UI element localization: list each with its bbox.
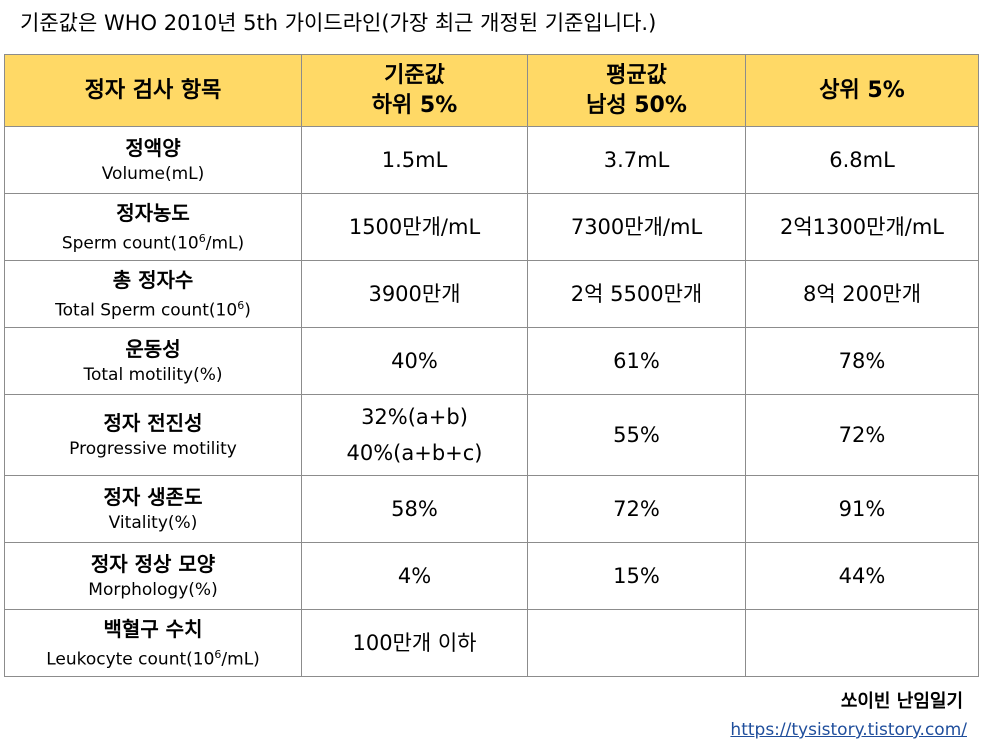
top-cell: 8억 200만개 xyxy=(745,260,979,328)
average-cell: 3.7mL xyxy=(527,126,746,194)
item-cell: 백혈구 수치 Leukocyte count(106/mL) xyxy=(4,609,302,677)
table-row: 정자 전진성 Progressive motility 32%(a+b) 40%… xyxy=(4,394,979,476)
page-caption: 기준값은 WHO 2010년 5th 가이드라인(가장 최근 개정된 기준입니다… xyxy=(20,11,657,35)
average-cell: 15% xyxy=(527,542,746,610)
item-cell: 정액양 Volume(mL) xyxy=(4,126,302,194)
header-reference: 기준값 하위 5% xyxy=(301,54,528,127)
header-average: 평균값 남성 50% xyxy=(527,54,746,127)
top-cell: 72% xyxy=(745,394,979,476)
top-cell: 44% xyxy=(745,542,979,610)
reference-cell: 32%(a+b) 40%(a+b+c) xyxy=(301,394,528,476)
semen-analysis-table: 정자 검사 항목 기준값 하위 5% 평균값 남성 50% 상위 5% 정액양 … xyxy=(4,54,979,677)
reference-cell: 3900만개 xyxy=(301,260,528,328)
table-row: 운동성 Total motility(%) 40% 61% 78% xyxy=(4,327,979,395)
item-cell: 총 정자수 Total Sperm count(106) xyxy=(4,260,302,328)
item-cell: 정자 전진성 Progressive motility xyxy=(4,394,302,476)
table-row: 정자농도 Sperm count(106/mL) 1500만개/mL 7300만… xyxy=(4,193,979,261)
item-cell: 정자 생존도 Vitality(%) xyxy=(4,475,302,543)
top-cell xyxy=(745,609,979,677)
table-row: 총 정자수 Total Sperm count(106) 3900만개 2억 5… xyxy=(4,260,979,328)
blog-name: 쏘이빈 난임일기 xyxy=(840,691,963,712)
header-top: 상위 5% xyxy=(745,54,979,127)
table-row: 정액양 Volume(mL) 1.5mL 3.7mL 6.8mL xyxy=(4,126,979,194)
average-cell xyxy=(527,609,746,677)
reference-cell: 1500만개/mL xyxy=(301,193,528,261)
average-cell: 61% xyxy=(527,327,746,395)
reference-cell: 100만개 이하 xyxy=(301,609,528,677)
reference-cell: 58% xyxy=(301,475,528,543)
top-cell: 6.8mL xyxy=(745,126,979,194)
top-cell: 91% xyxy=(745,475,979,543)
average-cell: 2억 5500만개 xyxy=(527,260,746,328)
blog-link[interactable]: https://tysistory.tistory.com/ xyxy=(730,720,967,740)
table-row: 정자 정상 모양 Morphology(%) 4% 15% 44% xyxy=(4,542,979,610)
average-cell: 55% xyxy=(527,394,746,476)
reference-cell: 40% xyxy=(301,327,528,395)
header-item: 정자 검사 항목 xyxy=(4,54,302,127)
item-cell: 운동성 Total motility(%) xyxy=(4,327,302,395)
item-cell: 정자 정상 모양 Morphology(%) xyxy=(4,542,302,610)
table-row: 정자 생존도 Vitality(%) 58% 72% 91% xyxy=(4,475,979,543)
top-cell: 78% xyxy=(745,327,979,395)
table-row: 백혈구 수치 Leukocyte count(106/mL) 100만개 이하 xyxy=(4,609,979,677)
average-cell: 7300만개/mL xyxy=(527,193,746,261)
reference-cell: 4% xyxy=(301,542,528,610)
top-cell: 2억1300만개/mL xyxy=(745,193,979,261)
average-cell: 72% xyxy=(527,475,746,543)
reference-cell: 1.5mL xyxy=(301,126,528,194)
item-cell: 정자농도 Sperm count(106/mL) xyxy=(4,193,302,261)
table-header-row: 정자 검사 항목 기준값 하위 5% 평균값 남성 50% 상위 5% xyxy=(4,54,979,127)
